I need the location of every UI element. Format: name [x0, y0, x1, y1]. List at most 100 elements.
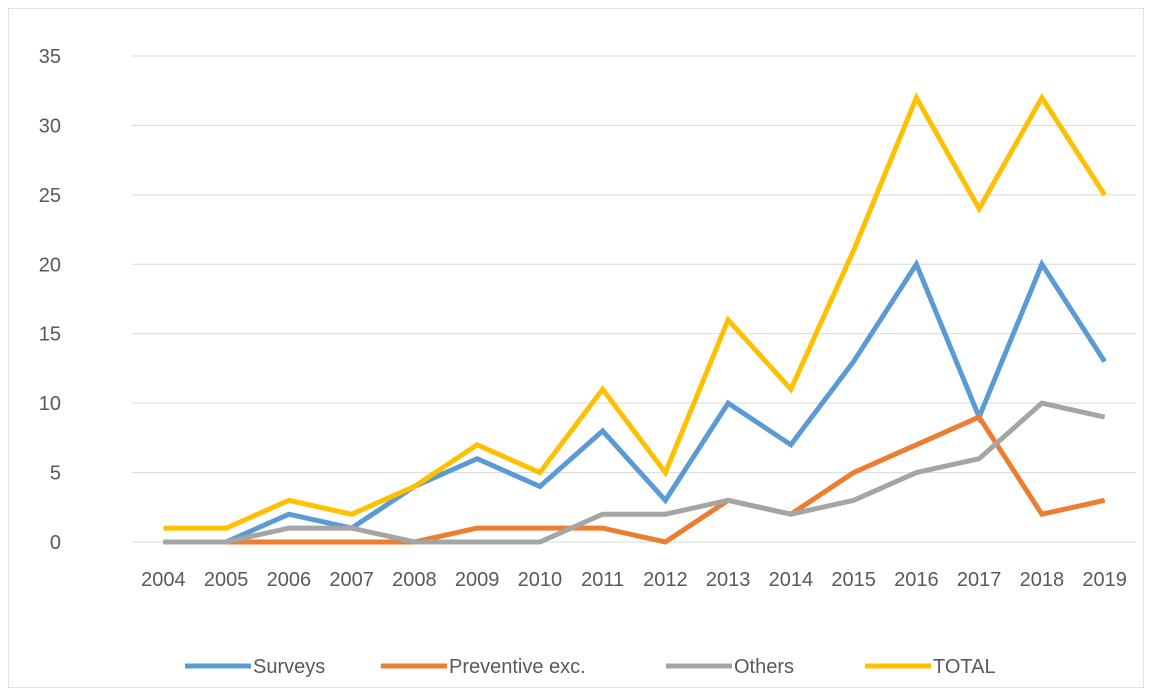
- data-point: [225, 527, 227, 529]
- x-tick-label: 2009: [455, 569, 500, 591]
- y-tick-label: 5: [50, 463, 61, 485]
- data-point: [288, 499, 290, 501]
- data-point: [413, 541, 415, 543]
- data-point: [539, 485, 541, 487]
- x-tick-label: 2015: [831, 569, 876, 591]
- data-point: [476, 541, 478, 543]
- series-preventive-exc: [162, 413, 1106, 545]
- chart-frame: 0 5 10 15 20 25 30 35 2004 2005 2006 2007 2008 2009 2…: [8, 8, 1144, 688]
- y-tick-label: 20: [39, 254, 61, 276]
- legend-label: Preventive exc.: [449, 656, 586, 678]
- series-lines: [162, 91, 1107, 545]
- data-point: [1104, 360, 1106, 362]
- x-tick-label: 2007: [329, 569, 374, 591]
- data-point: [539, 472, 541, 474]
- x-tick-label: 2010: [518, 569, 563, 591]
- data-point: [1104, 194, 1106, 196]
- x-tick-label: 2008: [392, 569, 437, 591]
- series-line: [163, 91, 1107, 531]
- y-tick-label: 35: [39, 46, 61, 68]
- x-tick-label: 2014: [769, 569, 814, 591]
- series-total: [162, 91, 1107, 531]
- data-point: [351, 541, 353, 543]
- data-point: [602, 527, 604, 529]
- data-point: [288, 527, 290, 529]
- data-point: [978, 458, 980, 460]
- data-point: [413, 485, 415, 487]
- data-point: [727, 402, 729, 404]
- data-point: [853, 249, 855, 251]
- y-tick-label: 30: [39, 115, 61, 137]
- series-line: [163, 413, 1106, 545]
- data-point: [351, 513, 353, 515]
- data-point: [602, 388, 604, 390]
- legend-item: Surveys: [185, 656, 325, 678]
- data-point: [853, 499, 855, 501]
- x-tick-label: 2005: [204, 569, 249, 591]
- x-tick-label: 2006: [267, 569, 312, 591]
- data-point: [790, 513, 792, 515]
- data-point: [602, 513, 604, 515]
- data-point: [1041, 402, 1043, 404]
- legend-item: Preventive exc.: [381, 656, 586, 678]
- data-point: [351, 527, 353, 529]
- legend-label: Surveys: [253, 656, 325, 678]
- y-tick-label: 15: [39, 324, 61, 346]
- data-point: [1041, 513, 1043, 515]
- data-point: [476, 458, 478, 460]
- data-point: [727, 499, 729, 501]
- x-tick-label: 2004: [141, 569, 186, 591]
- data-point: [915, 444, 917, 446]
- data-point: [915, 472, 917, 474]
- data-point: [1041, 263, 1043, 265]
- data-point: [664, 472, 666, 474]
- x-tick-label: 2012: [643, 569, 688, 591]
- data-point: [288, 513, 290, 515]
- y-axis-ticks: 0 5 10 15 20 25 30 35: [39, 46, 61, 554]
- data-point: [664, 513, 666, 515]
- data-point: [978, 208, 980, 210]
- x-tick-label: 2013: [706, 569, 751, 591]
- series-line: [163, 400, 1106, 545]
- data-point: [162, 527, 164, 529]
- data-point: [664, 541, 666, 543]
- data-point: [1041, 97, 1043, 99]
- data-point: [476, 527, 478, 529]
- legend: Surveys Preventive exc. Others TOTAL: [185, 656, 996, 678]
- data-point: [602, 430, 604, 432]
- data-point: [915, 263, 917, 265]
- x-axis-ticks: 2004 2005 2006 2007 2008 2009 2010 2011 2012 2013…: [141, 569, 1127, 591]
- grid: [132, 55, 1136, 543]
- series-others: [162, 400, 1106, 545]
- y-tick-label: 0: [50, 532, 61, 554]
- data-point: [727, 319, 729, 321]
- legend-label: Others: [734, 656, 794, 678]
- x-tick-label: 2011: [581, 569, 624, 591]
- data-point: [476, 444, 478, 446]
- x-tick-label: 2016: [894, 569, 939, 591]
- data-point: [915, 97, 917, 99]
- data-point: [539, 541, 541, 543]
- data-point: [1104, 499, 1106, 501]
- legend-item: Others: [666, 656, 794, 678]
- data-point: [664, 499, 666, 501]
- data-point: [288, 541, 290, 543]
- data-point: [853, 472, 855, 474]
- data-point: [1104, 416, 1106, 418]
- x-tick-label: 2018: [1020, 569, 1065, 591]
- legend-label: TOTAL: [933, 656, 996, 678]
- x-tick-label: 2019: [1082, 569, 1127, 591]
- data-point: [790, 388, 792, 390]
- data-point: [790, 444, 792, 446]
- y-tick-label: 10: [39, 393, 61, 415]
- data-point: [539, 527, 541, 529]
- data-point: [978, 416, 980, 418]
- data-point: [162, 541, 164, 543]
- series-line: [163, 258, 1107, 545]
- data-point: [853, 360, 855, 362]
- legend-item: TOTAL: [865, 656, 996, 678]
- x-tick-label: 2017: [957, 569, 1002, 591]
- y-tick-label: 25: [39, 185, 61, 207]
- data-point: [225, 541, 227, 543]
